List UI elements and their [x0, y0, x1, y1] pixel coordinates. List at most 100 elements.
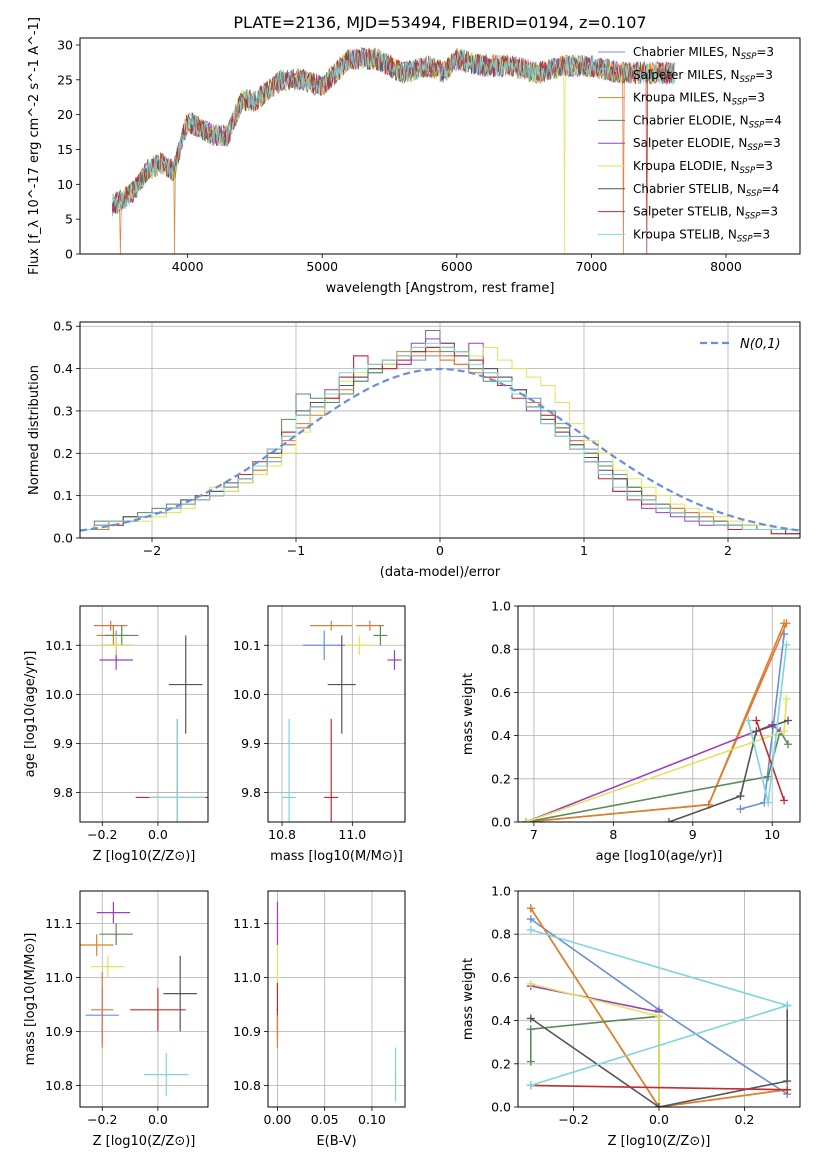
legend-text: Kroupa STELIB, N [633, 227, 737, 241]
legend-subscript: SSP [741, 52, 757, 62]
legend-subscript: SSP [745, 212, 761, 222]
legend-suffix: =3 [755, 159, 773, 173]
series-line [668, 719, 789, 822]
y-tick-label: 0.0 [53, 531, 73, 546]
y-tick-label: 10 [57, 177, 73, 192]
y-tick-label: 0.2 [53, 446, 73, 461]
y-tick-label: 0.4 [53, 361, 73, 376]
y-tick-label: 10.9 [45, 1024, 73, 1039]
plus-marker [783, 1001, 792, 1010]
legend-label: Salpeter STELIB, NSSP=3 [633, 205, 778, 222]
legend-suffix: =4 [762, 182, 780, 196]
plot-area [80, 901, 197, 1097]
x-tick-label: 0.0 [649, 1112, 669, 1127]
plus-marker [782, 694, 791, 703]
series-line [755, 720, 785, 801]
legend-text: Chabrier ELODIE, N [633, 113, 749, 127]
x-tick-label: 10.8 [268, 827, 296, 842]
plus-marker [526, 925, 535, 934]
panel-residual-histogram: −2 −1 0 1 2 0.0 0.1 0.2 0.3 0.4 0.5 (data-model)/er… [27, 319, 801, 580]
y-tick-label: 0.8 [491, 642, 511, 657]
y-tick-label: 0.3 [53, 403, 73, 418]
x-tick-label: 0.10 [358, 1112, 386, 1127]
series-line [530, 1005, 788, 1107]
legend-subscript: SSP [746, 189, 762, 199]
legend-subscript: SSP [740, 75, 756, 85]
data-point [157, 1009, 159, 1011]
legend-subscript: SSP [740, 166, 756, 176]
panel-age-vs-mass: 10.8 11.0 9.8 9.9 10.0 10.1 mass [log10(M/M⊙)] [233, 605, 406, 864]
x-tick-label: 8 [609, 827, 617, 842]
x-tick-label: 0.0 [148, 827, 168, 842]
data-point [358, 644, 361, 647]
y-tick-label: 0 [65, 247, 73, 262]
legend-suffix: =3 [753, 227, 771, 241]
panel-age-vs-Z: −0.2 0.0 9.8 9.9 10.0 10.1 Z [log10(Z/Z⊙)] age … [23, 605, 209, 864]
legend-suffix: =3 [763, 136, 781, 150]
panels: 4000 5000 6000 7000 8000051015202530waveleng… [23, 17, 801, 1149]
data-point [109, 624, 112, 627]
legend-suffix: =3 [755, 68, 773, 82]
plus-marker [744, 716, 753, 725]
x-tick-label: 0.2 [735, 1112, 755, 1127]
series-line [525, 622, 785, 822]
y-tick-label: 11.0 [45, 970, 73, 985]
data-point [165, 1073, 168, 1076]
spectrum-legend: Chabrier MILES, NSSP=3 Salpeter MILES, NS… [598, 45, 782, 244]
y-tick-label: 15 [57, 142, 73, 157]
legend-label: Salpeter ELODIE, NSSP=3 [633, 136, 781, 153]
y-tick-label: 10.0 [233, 687, 261, 702]
legend-label: Kroupa MILES, NSSP=3 [633, 91, 765, 108]
x-tick-label: 2 [724, 543, 732, 558]
plus-marker [526, 1057, 535, 1066]
legend-text: Chabrier STELIB, N [633, 182, 746, 196]
y-tick-label: 1.0 [491, 599, 511, 614]
data-point [115, 659, 117, 661]
data-point [276, 1009, 279, 1011]
y-tick-label: 0.2 [491, 771, 511, 786]
x-axis-label: age [log10(age/yr)] [596, 849, 723, 864]
spectrum-line [111, 48, 675, 214]
y-tick-label: 10.0 [45, 687, 73, 702]
x-tick-label: −0.2 [87, 827, 117, 842]
x-tick-label: 0 [436, 543, 444, 558]
panel-spectrum: 4000 5000 6000 7000 8000 0 5 10 15 20 25 30 waveleng… [27, 17, 801, 296]
plus-marker [526, 1025, 535, 1034]
y-axis-label: age [log10(age/yr)] [23, 651, 38, 778]
panel-mass-vs-Z: −0.2 0.0 10.8 10.9 11.0 11.1 Z [log10(Z/Z⊙)] ma… [23, 890, 209, 1149]
x-tick-label: −1 [287, 543, 305, 558]
plus-marker [736, 805, 745, 814]
y-tick-label: 0.4 [491, 1013, 511, 1028]
legend-label: Kroupa ELODIE, NSSP=3 [633, 159, 773, 176]
data-point [115, 644, 117, 647]
y-tick-label: 10.8 [45, 1078, 73, 1093]
plus-marker [655, 1103, 663, 1107]
series-line [530, 1084, 788, 1091]
plus-marker [526, 979, 535, 988]
spectrum-line [111, 48, 675, 254]
y-tick-label: 9.9 [53, 736, 73, 751]
data-point [276, 965, 279, 968]
data-point [115, 933, 117, 935]
y-tick-label: 0.5 [53, 319, 73, 334]
y-tick-label: 30 [57, 37, 73, 52]
x-tick-label: 9 [689, 827, 697, 842]
legend-label: Chabrier MILES, NSSP=3 [633, 45, 774, 62]
y-tick-label: 1.0 [491, 884, 511, 899]
data-point [330, 796, 333, 799]
x-axis-label: E(B-V) [316, 1134, 356, 1149]
x-axis-label: (data-model)/error [380, 565, 501, 580]
y-axis-label: mass weight [461, 673, 476, 755]
legend-subscript: SSP [732, 98, 748, 108]
plus-marker [764, 798, 773, 807]
data-point [120, 634, 123, 637]
legend-label: Salpeter MILES, NSSP=3 [633, 68, 773, 85]
legend-subscript: SSP [737, 234, 753, 244]
x-tick-label: 5000 [306, 259, 338, 274]
x-tick-label: −0.2 [558, 1112, 588, 1127]
y-axis-label: Normed distribution [27, 365, 42, 495]
y-tick-label: 0.8 [491, 927, 511, 942]
data-point [288, 796, 290, 799]
x-tick-label: −0.2 [87, 1112, 117, 1127]
y-tick-label: 0.6 [491, 970, 511, 985]
